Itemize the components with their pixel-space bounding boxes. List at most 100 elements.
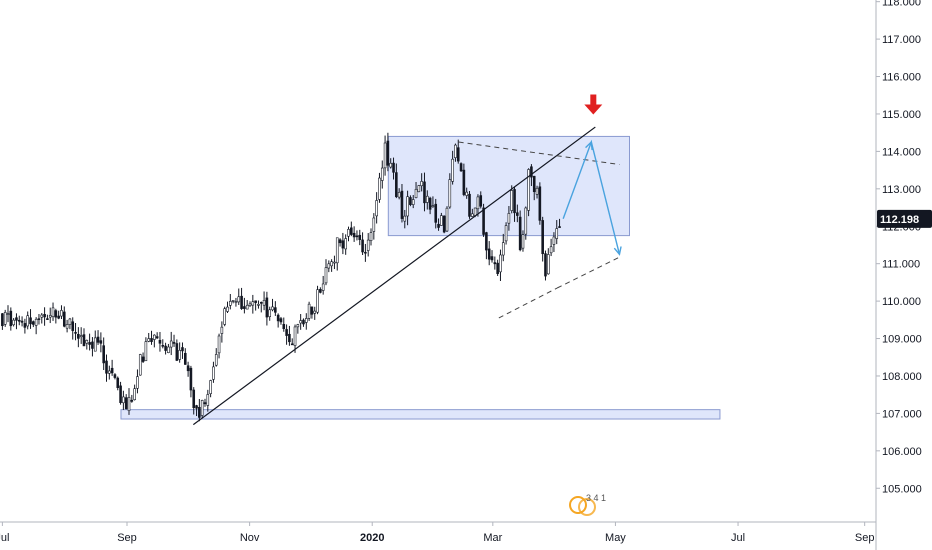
price-tick-label: 114.000 <box>882 146 921 158</box>
candle-body <box>183 352 187 365</box>
candle-body <box>485 232 488 251</box>
candle-body <box>206 394 210 406</box>
candle-body <box>34 318 38 326</box>
candle-body <box>558 226 561 228</box>
candle-body <box>378 177 381 200</box>
candle-body <box>274 307 277 313</box>
candle-body <box>524 207 528 235</box>
candle-body <box>507 213 511 224</box>
candle-body <box>138 354 142 376</box>
candle-body <box>46 318 49 320</box>
time-tick-label: 2020 <box>360 532 384 544</box>
candle-body <box>116 377 120 389</box>
candle-body <box>9 310 13 327</box>
candle-body <box>344 238 347 250</box>
candle-body <box>186 365 190 372</box>
candle-body <box>369 232 373 241</box>
candle-body <box>521 234 525 249</box>
candle-body <box>319 289 322 293</box>
candle-body <box>279 318 283 323</box>
candle-body <box>454 144 457 158</box>
candle-body <box>302 319 305 325</box>
candle-body <box>150 338 153 342</box>
candle-body <box>544 253 547 277</box>
candle-body <box>240 295 243 309</box>
candle-body <box>254 300 257 303</box>
candle-body <box>501 242 505 256</box>
candle-body <box>420 181 423 187</box>
candle-body <box>127 397 131 411</box>
price-tick-label: 113.000 <box>882 184 921 196</box>
candle-body <box>29 317 32 325</box>
candle-body <box>366 239 370 251</box>
price-tick-label: 106.000 <box>882 446 922 458</box>
candle-body <box>496 262 499 274</box>
candle-body <box>499 254 502 273</box>
candle-body <box>479 195 483 207</box>
candle-body <box>203 402 207 405</box>
candle-body <box>198 406 201 418</box>
candle-body <box>195 405 198 409</box>
candle-body <box>355 235 359 238</box>
time-tick-label: May <box>605 532 626 544</box>
candle-body <box>265 297 269 318</box>
time-tick-label: Mar <box>483 532 502 544</box>
candle-body <box>124 397 128 410</box>
candle-body <box>268 309 272 317</box>
candle-body <box>102 345 105 364</box>
candle-body <box>493 262 497 265</box>
candle-body <box>389 162 393 168</box>
candle-body <box>440 215 443 226</box>
candle-body <box>189 367 193 391</box>
candle-body <box>364 251 367 254</box>
candle-body <box>6 313 10 315</box>
candle-body <box>448 179 452 208</box>
price-tick-label: 115.000 <box>882 109 921 121</box>
candle-body <box>192 389 196 409</box>
candle-body <box>372 217 376 232</box>
candle-body <box>74 332 77 334</box>
last-price-badge <box>877 209 932 228</box>
candle-body <box>352 232 356 238</box>
candle-body <box>68 318 72 325</box>
candle-body <box>141 356 145 362</box>
candle-body <box>490 256 494 261</box>
candle-body <box>200 400 204 416</box>
candle-body <box>400 190 404 219</box>
candle-body <box>403 215 407 222</box>
candle-body <box>172 342 176 344</box>
candlesticks <box>1 132 561 422</box>
candle-body <box>445 207 449 232</box>
candle-body <box>130 399 134 402</box>
watermark: 3 4 1 <box>569 493 606 516</box>
candle-body <box>409 197 412 205</box>
candle-body <box>527 169 530 211</box>
candle-body <box>307 303 311 319</box>
price-tick-label: 118.000 <box>882 0 921 9</box>
trendline <box>192 126 596 426</box>
candle-body <box>290 343 294 346</box>
projection-arrowhead-down <box>613 246 622 256</box>
candle-body <box>482 207 485 235</box>
candle-body <box>468 193 471 217</box>
price-tick-label: 110.000 <box>882 296 921 308</box>
candle-body <box>338 239 342 244</box>
candle-body <box>26 315 30 327</box>
candle-body <box>248 303 252 307</box>
candle-body <box>333 261 336 264</box>
candle-body <box>406 196 409 217</box>
candle-body <box>423 181 426 204</box>
candle-body <box>57 315 60 319</box>
dashed-channel-line <box>458 141 620 165</box>
candle-body <box>243 306 246 309</box>
candle-body <box>153 334 156 340</box>
candle-body <box>119 385 122 403</box>
time-tick-label: Jul <box>731 532 745 544</box>
candle-body <box>108 370 111 374</box>
candle-body <box>476 196 480 210</box>
candle-body <box>17 319 21 322</box>
candle-body <box>518 216 522 251</box>
